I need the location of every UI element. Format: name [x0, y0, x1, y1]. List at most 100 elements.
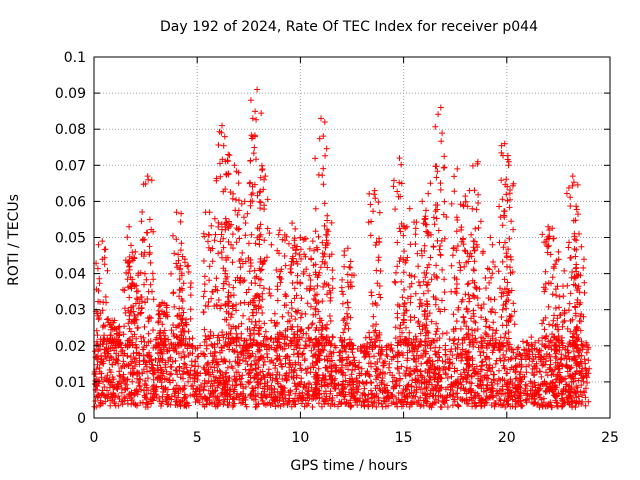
- data-point: [371, 353, 377, 360]
- data-point: [116, 342, 122, 348]
- data-point: [242, 232, 249, 239]
- data-point: [448, 373, 455, 380]
- data-point: [358, 365, 365, 372]
- data-points: [91, 86, 593, 411]
- data-point: [194, 385, 201, 392]
- data-point: [217, 238, 224, 245]
- data-point: [497, 387, 504, 394]
- data-point: [521, 352, 528, 359]
- data-point: [471, 187, 478, 194]
- data-point: [261, 358, 268, 365]
- data-point: [242, 401, 249, 408]
- data-point: [341, 263, 348, 270]
- data-point: [274, 297, 281, 304]
- data-point: [192, 399, 199, 405]
- data-point: [205, 238, 211, 245]
- data-point: [133, 359, 139, 366]
- data-point: [312, 228, 319, 235]
- data-point: [482, 396, 489, 403]
- data-point: [413, 358, 419, 365]
- data-point: [226, 281, 233, 288]
- data-point: [321, 397, 328, 404]
- data-point: [367, 379, 374, 386]
- data-point: [173, 382, 180, 389]
- data-point: [531, 389, 538, 396]
- data-point: [211, 388, 218, 395]
- data-point: [354, 402, 361, 408]
- data-point: [529, 351, 536, 358]
- data-point: [315, 365, 322, 372]
- data-point: [157, 335, 164, 342]
- data-point: [101, 261, 108, 268]
- data-point: [345, 354, 351, 361]
- data-point: [154, 349, 161, 356]
- data-point: [327, 390, 334, 397]
- data-point: [425, 190, 432, 197]
- data-point: [372, 361, 379, 367]
- data-point: [120, 358, 127, 365]
- data-point: [487, 386, 493, 393]
- data-point: [323, 393, 330, 400]
- data-point: [234, 274, 241, 281]
- data-point: [227, 338, 234, 345]
- data-point: [540, 361, 547, 368]
- data-point: [134, 311, 141, 318]
- data-point: [556, 369, 563, 376]
- data-point: [208, 222, 215, 229]
- data-point: [150, 388, 157, 395]
- data-point: [559, 403, 566, 410]
- data-point: [116, 372, 123, 379]
- data-point: [427, 180, 434, 187]
- data-point: [146, 349, 153, 356]
- data-point: [457, 396, 464, 402]
- data-point: [567, 290, 574, 297]
- data-point: [437, 252, 444, 259]
- data-point: [99, 238, 106, 245]
- data-point: [435, 349, 442, 356]
- data-point: [303, 383, 310, 390]
- data-point: [520, 338, 526, 345]
- data-point: [545, 303, 552, 310]
- data-point: [417, 282, 424, 289]
- data-point: [309, 320, 316, 327]
- data-point: [346, 375, 353, 382]
- data-point: [177, 247, 184, 254]
- data-point: [185, 262, 192, 269]
- data-point: [310, 392, 317, 399]
- data-point: [480, 381, 487, 388]
- data-point: [274, 369, 281, 376]
- data-point: [400, 269, 407, 276]
- data-point: [346, 379, 353, 386]
- data-point: [206, 209, 213, 216]
- data-point: [506, 390, 513, 397]
- data-point: [239, 348, 246, 355]
- data-point: [560, 319, 566, 326]
- data-point: [441, 289, 448, 296]
- data-point: [107, 402, 114, 409]
- data-point: [514, 346, 521, 353]
- data-point: [161, 310, 168, 316]
- data-point: [201, 281, 208, 288]
- data-point: [233, 239, 240, 246]
- data-point: [289, 280, 296, 286]
- data-point: [251, 374, 258, 381]
- data-point: [492, 360, 499, 367]
- data-point: [259, 310, 266, 316]
- data-point: [276, 397, 283, 404]
- data-point: [552, 350, 559, 357]
- data-point: [449, 387, 456, 394]
- data-point: [236, 225, 243, 232]
- data-point: [366, 353, 373, 360]
- data-point: [578, 370, 585, 377]
- data-point: [406, 205, 413, 212]
- data-point: [241, 277, 248, 284]
- data-point: [507, 264, 513, 271]
- data-point: [223, 390, 230, 397]
- data-point: [490, 319, 497, 326]
- data-point: [376, 385, 383, 392]
- data-point: [483, 399, 490, 406]
- data-point: [538, 347, 545, 354]
- data-point: [420, 347, 427, 354]
- data-point: [494, 380, 501, 387]
- data-point: [314, 282, 321, 289]
